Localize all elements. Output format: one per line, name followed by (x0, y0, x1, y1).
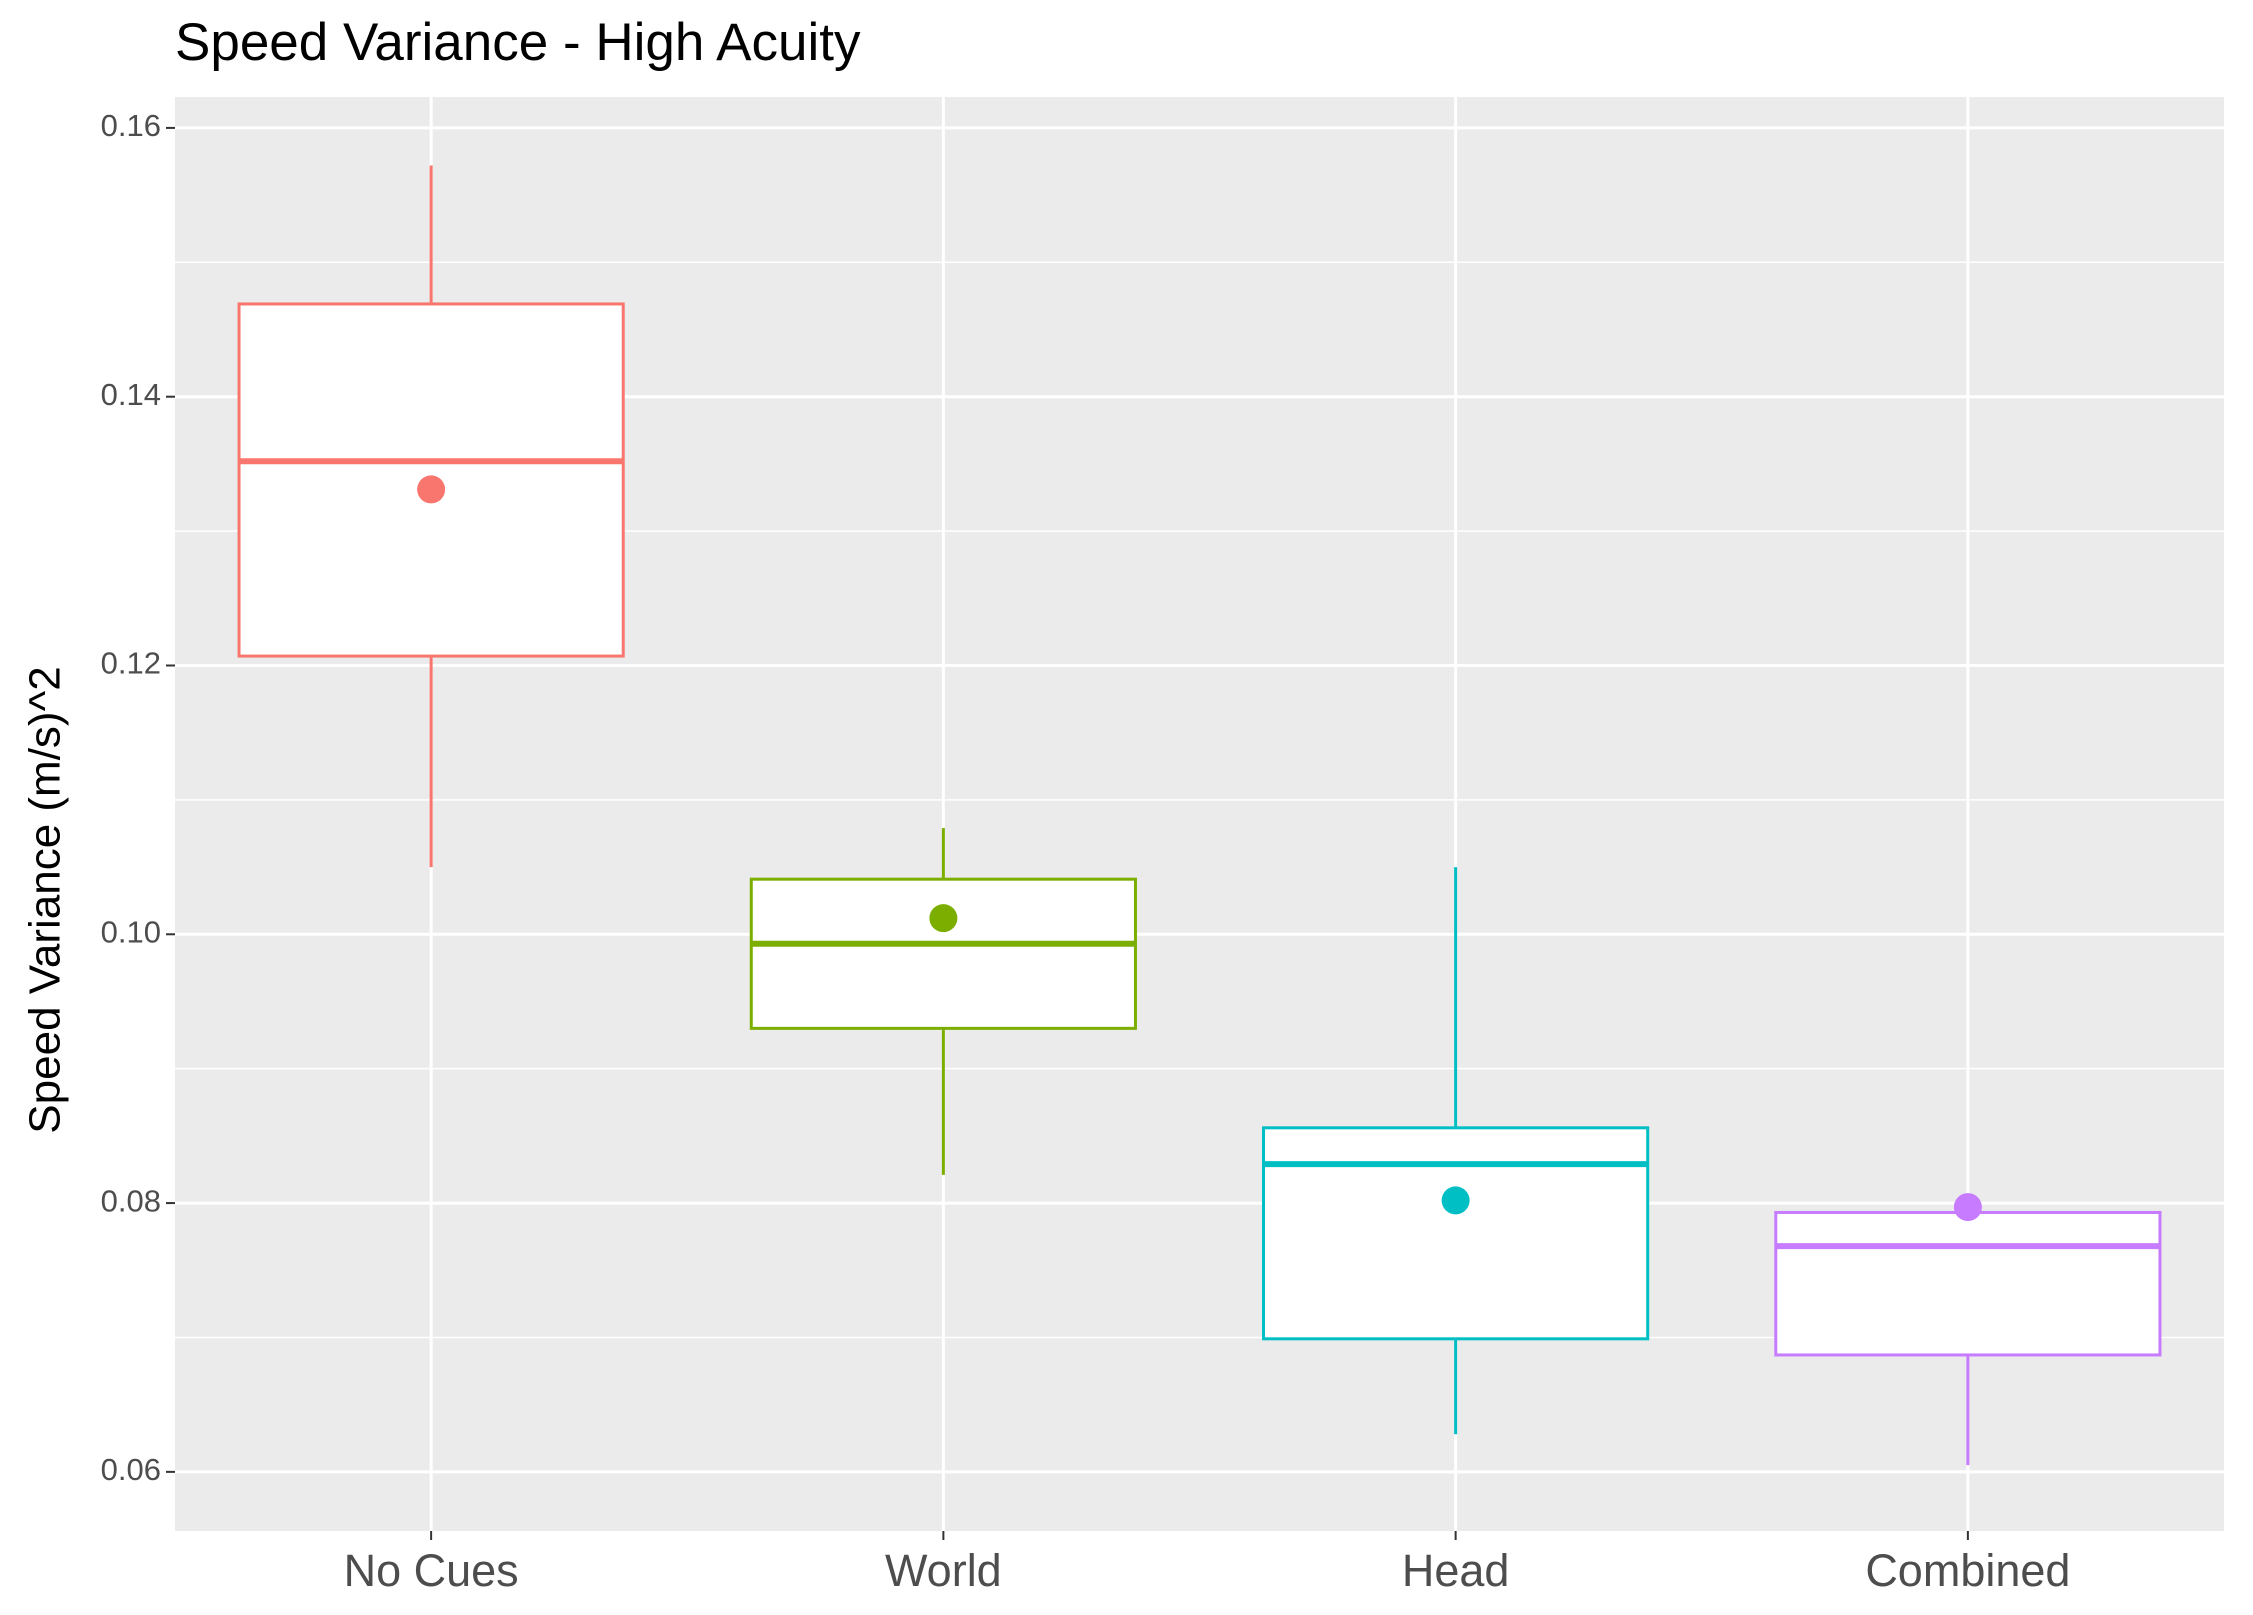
x-tick-label: Combined (1865, 1545, 2070, 1596)
y-axis-label: Speed Variance (m/s)^2 (21, 666, 70, 1133)
chart-title: Speed Variance - High Acuity (175, 13, 861, 72)
y-tick-label: 0.12 (101, 646, 161, 681)
box (1774, 1210, 2162, 1357)
mean-point (929, 904, 958, 933)
y-tick-label: 0.06 (101, 1452, 161, 1487)
x-tick-label: World (885, 1545, 1002, 1596)
y-tick-label: 0.16 (101, 108, 161, 143)
y-tick-label: 0.08 (101, 1183, 161, 1218)
box (1262, 1126, 1650, 1341)
y-tick-label: 0.14 (101, 377, 161, 412)
x-tick-label: No Cues (344, 1545, 519, 1596)
mean-point (1953, 1193, 1982, 1222)
y-tick-label: 0.10 (101, 914, 161, 949)
mean-point (417, 475, 446, 504)
box (749, 877, 1137, 1030)
x-tick-label: Head (1402, 1545, 1510, 1596)
mean-point (1441, 1186, 1470, 1215)
